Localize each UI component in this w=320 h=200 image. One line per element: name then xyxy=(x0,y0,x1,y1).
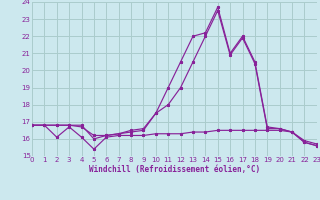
X-axis label: Windchill (Refroidissement éolien,°C): Windchill (Refroidissement éolien,°C) xyxy=(89,165,260,174)
